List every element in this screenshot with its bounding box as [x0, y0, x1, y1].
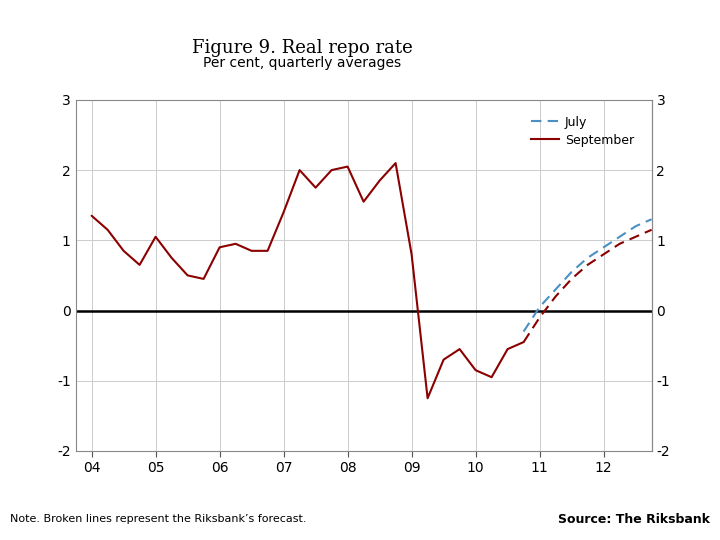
Legend: July, September: July, September: [528, 113, 636, 149]
Text: Note. Broken lines represent the Riksbank’s forecast.: Note. Broken lines represent the Riksban…: [10, 515, 307, 524]
Text: Figure 9. Real repo rate: Figure 9. Real repo rate: [192, 39, 413, 57]
Text: Source: The Riksbank: Source: The Riksbank: [558, 513, 710, 526]
Text: Per cent, quarterly averages: Per cent, quarterly averages: [203, 56, 402, 70]
